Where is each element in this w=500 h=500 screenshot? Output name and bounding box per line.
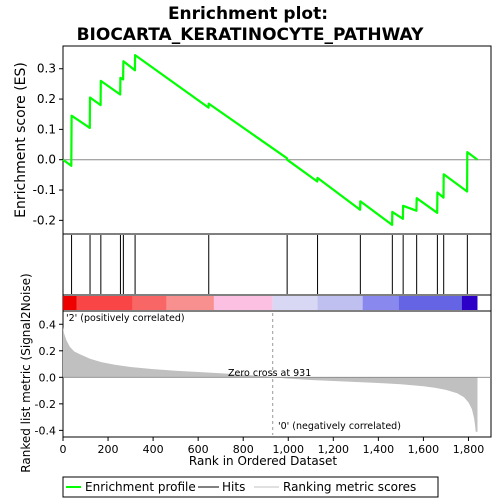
heat-bar-segment xyxy=(317,296,363,310)
heat-bar-segment xyxy=(461,296,478,310)
x-tick-label: 200 xyxy=(98,443,119,456)
heat-bar-segment xyxy=(272,296,318,310)
heat-bar-segment xyxy=(213,296,273,310)
metric-y-tick-label: 0.2 xyxy=(39,345,57,358)
x-axis-label: Rank in Ordered Dataset xyxy=(189,454,337,468)
metric-y-tick-label: -0.4 xyxy=(35,424,56,437)
legend-box xyxy=(62,476,439,498)
es-y-tick-label: 0.0 xyxy=(37,153,56,167)
positive-correlation-label: '2' (positively correlated) xyxy=(66,313,185,324)
heat-bar xyxy=(63,296,478,310)
x-axis: 0 200 400 600 800 1,000 1,200 1,400 1,600 1,800 xyxy=(60,437,485,456)
metric-y-axis: -0.4 -0.2 0.0 0.2 0.4 xyxy=(35,318,63,437)
chart-title-line1: Enrichment plot: xyxy=(168,4,328,24)
heat-bar-segment xyxy=(132,296,167,310)
x-tick-label: 800 xyxy=(233,443,254,456)
x-tick-label: 600 xyxy=(188,443,209,456)
heat-bar-segment xyxy=(63,296,77,310)
es-y-tick-label: 0.3 xyxy=(37,62,56,76)
x-tick-label: 1,200 xyxy=(318,443,350,456)
es-y-tick-label: 0.1 xyxy=(37,122,56,136)
legend-hits-label: Hits xyxy=(222,480,245,494)
heat-bar-segment xyxy=(362,296,399,310)
enrichment-profile-line xyxy=(62,53,479,226)
x-tick-label: 1,000 xyxy=(273,443,305,456)
legend-metric-label: Ranking metric scores xyxy=(283,480,416,494)
metric-y-tick-label: 0.4 xyxy=(39,318,57,331)
es-series-line xyxy=(62,53,479,226)
zero-cross-label: Zero cross at 931 xyxy=(228,368,311,379)
negative-correlation-label: '0' (negatively correlated) xyxy=(278,421,401,432)
heat-bar-segment xyxy=(166,296,214,310)
hit-markers xyxy=(71,235,468,294)
metric-y-axis-label: Ranked list metric (Signal2Noise) xyxy=(19,273,33,472)
metric-y-tick-label: 0.0 xyxy=(39,371,57,384)
hits-panel xyxy=(62,233,492,296)
metric-area xyxy=(63,326,491,432)
x-tick-label: 1,800 xyxy=(453,443,485,456)
chart-title-line2: BIOCARTA_KERATINOCYTE_PATHWAY xyxy=(77,25,425,45)
es-y-axis-label: Enrichment score (ES) xyxy=(13,62,29,218)
legend: Enrichment profile Hits Ranking metric s… xyxy=(62,476,439,498)
es-y-tick-label: -0.1 xyxy=(33,183,56,197)
heat-bar-segment xyxy=(398,296,462,310)
es-y-axis: -0.2 -0.1 0.0 0.1 0.2 0.3 xyxy=(33,62,63,227)
metric-y-tick-label: -0.2 xyxy=(35,398,56,411)
legend-es-label: Enrichment profile xyxy=(85,480,196,494)
es-panel xyxy=(62,45,492,235)
x-tick-label: 400 xyxy=(143,443,164,456)
x-tick-label: 0 xyxy=(60,443,67,456)
x-tick-label: 1,600 xyxy=(408,443,440,456)
heat-bar-segment xyxy=(76,296,133,310)
x-tick-label: 1,400 xyxy=(363,443,395,456)
metric-area-fill xyxy=(63,326,478,432)
es-y-tick-label: -0.2 xyxy=(33,213,56,227)
es-y-tick-label: 0.2 xyxy=(37,92,56,106)
